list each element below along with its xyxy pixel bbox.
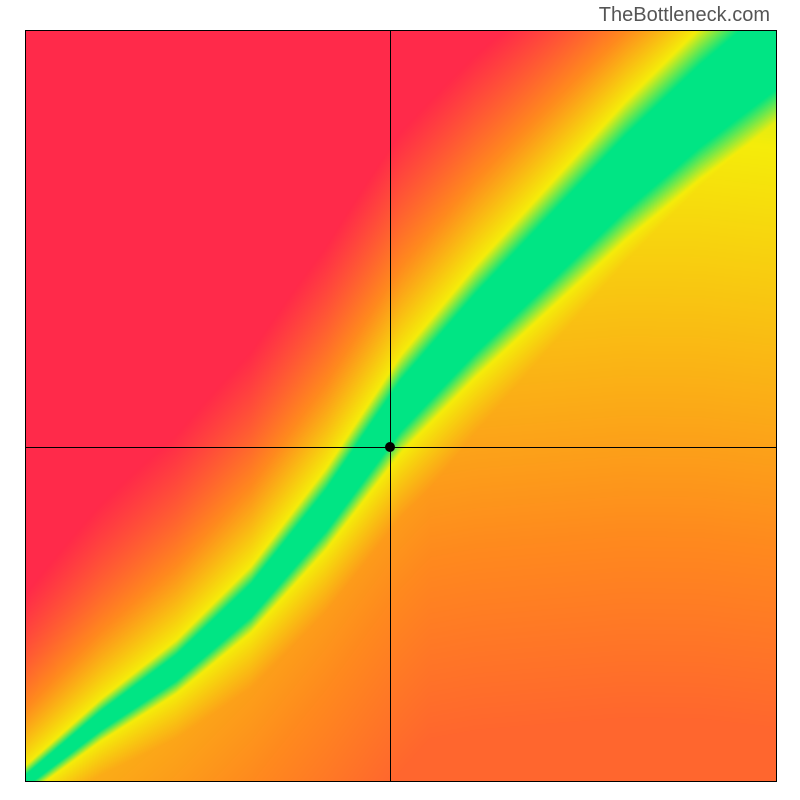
heatmap-canvas	[26, 31, 776, 781]
heatmap-chart	[25, 30, 777, 782]
crosshair-horizontal	[26, 447, 776, 448]
watermark-text: TheBottleneck.com	[599, 4, 770, 27]
crosshair-vertical	[390, 31, 391, 781]
crosshair-marker	[385, 442, 395, 452]
